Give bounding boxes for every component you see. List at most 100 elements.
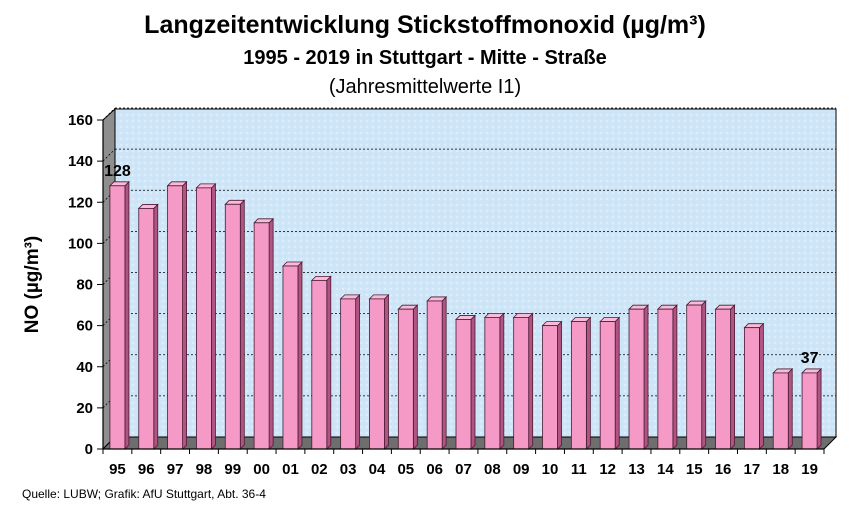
bar-side [470,314,476,450]
bar-front [369,298,385,450]
y-tick-label: 0 [85,441,93,458]
bar-top [801,368,823,374]
bar-front [599,321,616,450]
y-tick-label: 100 [68,235,93,252]
bar-top [599,317,621,322]
x-tick-label: 19 [801,461,818,478]
chart-subtitle: 1995 - 2019 in Stuttgart - Mitte - Straß… [243,47,607,69]
bar-top [455,315,476,320]
bar-front [628,308,645,450]
x-tick-label: 12 [599,461,616,478]
bar [743,322,765,450]
bar-side [355,293,361,450]
bar-front [138,208,155,450]
chart-title: Langzeitentwicklung Stickstoffmonoxid (µ… [144,11,706,39]
bar-front [109,185,126,450]
x-tick-label: 03 [340,461,357,478]
y-tick-label: 140 [68,153,93,170]
bar-front [426,300,443,450]
x-tick-label: 96 [138,461,155,478]
bar-top [656,304,678,310]
y-tick-label: 20 [76,400,93,417]
source-note: Quelle: LUBW; Grafik: AfU Stuttgart, Abt… [22,487,266,501]
bar-front [513,316,530,450]
bar-side [182,180,188,450]
bar [599,316,621,450]
x-tick-label: 11 [571,461,587,478]
bar-top [743,323,765,329]
bar [166,180,188,450]
bar-front [801,372,818,450]
x-tick-label: 08 [484,461,501,478]
data-label: 128 [104,163,131,180]
bar-front [340,298,357,450]
y-tick-label: 160 [68,112,93,129]
bar-top [368,294,390,300]
x-tick-label: 00 [253,461,270,478]
x-tick-label: 14 [657,461,674,478]
bar-top [339,294,361,300]
bar-top [310,275,332,281]
gridline-wall [102,231,116,244]
bar [685,300,707,450]
x-tick-label: 97 [167,461,184,478]
bar-side [528,312,534,450]
bar-front [570,321,587,450]
bar-front [397,308,414,450]
bar [656,304,678,450]
bar [368,293,390,450]
bar-side [153,203,159,450]
bar-front [455,319,472,450]
bar-front [772,372,789,450]
gridline-wall [102,148,116,162]
bar-side [384,293,389,450]
bar-side [759,322,764,450]
bar [137,203,159,450]
bar-side [730,304,735,450]
gridline-wall [102,107,116,121]
bar-side [124,180,130,450]
bar-front [224,203,241,450]
gridline-wall [102,354,116,368]
bar-top [397,304,419,310]
bar [339,293,361,450]
bar-front [311,279,328,450]
bar-side [211,182,216,450]
x-tick-label: 06 [426,461,443,478]
bar [281,261,303,450]
x-tick-label: 05 [397,461,414,478]
x-tick-label: 10 [542,461,559,478]
x-tick-label: 07 [455,461,472,478]
bar-side [297,261,303,450]
bar-side [816,367,822,450]
bar-top [483,312,505,318]
bar [714,304,736,450]
y-tick-label: 60 [76,318,93,335]
bar-front [542,325,558,450]
bar-front [744,327,760,450]
x-tick-label: 15 [686,461,703,478]
bar-front [196,187,212,450]
y-axis-label: NO (µg/m³) [22,236,43,334]
bar [426,295,448,450]
x-tick-label: 04 [369,461,386,478]
bar [224,199,246,450]
bar [512,312,534,450]
bar [108,180,130,450]
bar-front [484,316,501,450]
bar-top [685,300,707,306]
bar-front [253,222,270,450]
bar [397,304,419,450]
bar-top [426,296,448,302]
x-tick-label: 09 [513,461,530,478]
bar-side [268,217,274,450]
x-tick-label: 98 [196,461,213,478]
bar-front [715,308,731,450]
x-tick-label: 95 [109,461,126,478]
x-tick-label: 17 [744,461,761,478]
bar-top [224,199,246,205]
bar-top [512,312,534,318]
y-tick-label: 80 [76,277,93,294]
bar-top [281,261,303,267]
